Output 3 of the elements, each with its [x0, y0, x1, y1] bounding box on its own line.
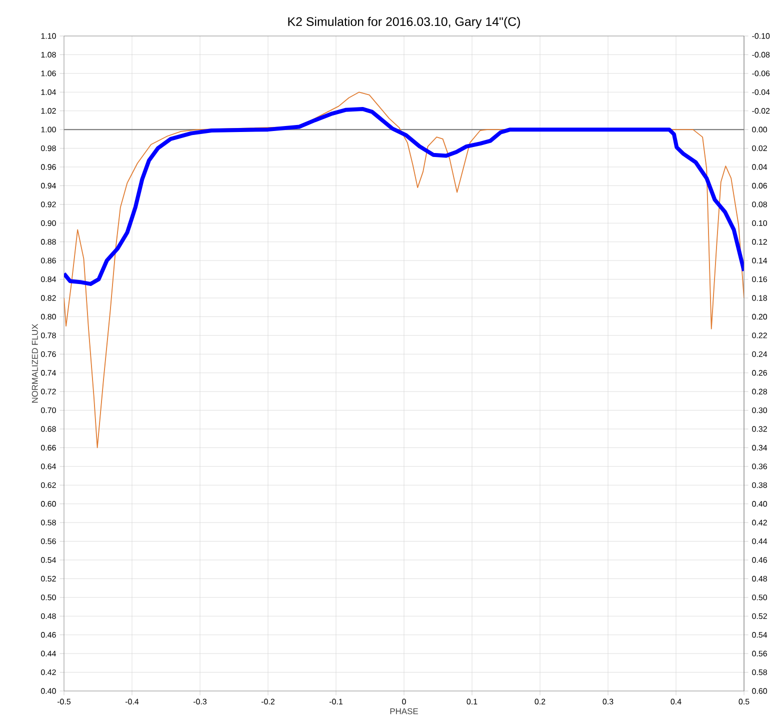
x-axis-title: PHASE — [390, 708, 418, 714]
y-axis-title: NORMALIZED FLUX — [32, 324, 38, 403]
chart-title: K2 Simulation for 2016.03.10, Gary 14"(C) — [288, 17, 520, 29]
